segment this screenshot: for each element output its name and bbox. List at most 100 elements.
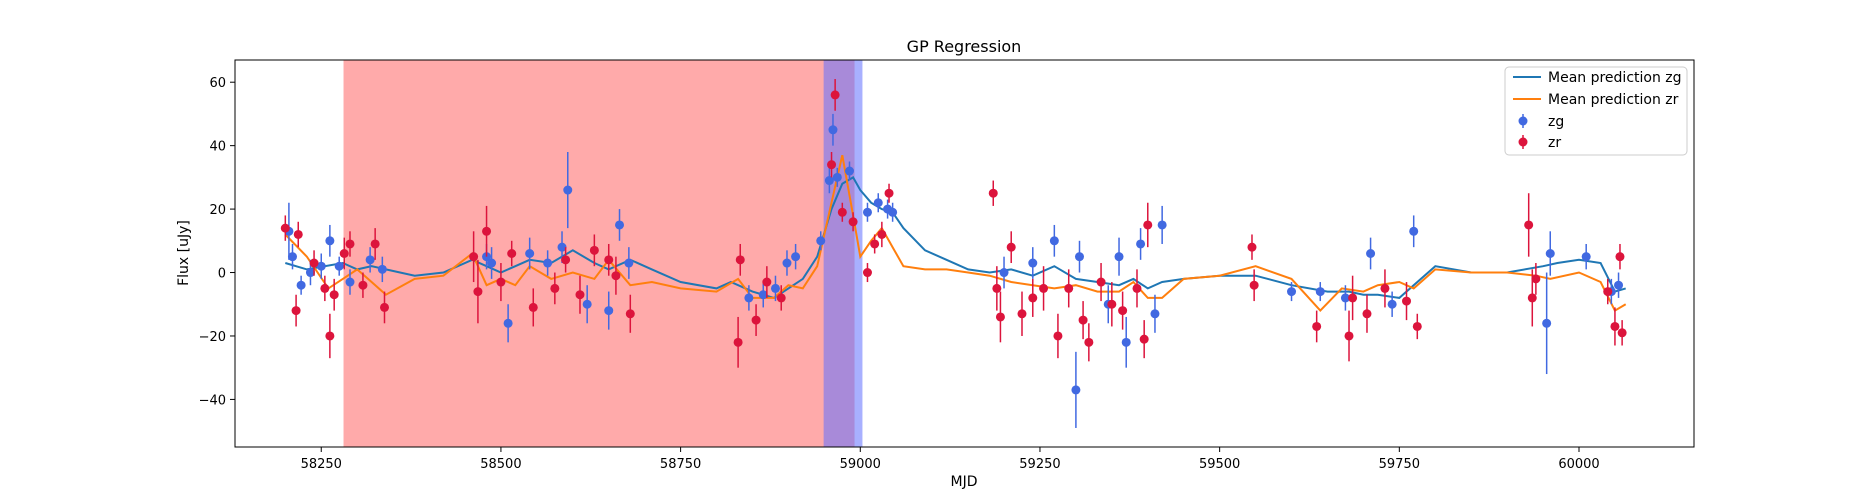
zr-point-15 [496, 277, 506, 287]
zr-point-62 [1402, 296, 1412, 306]
zg-point-49 [1366, 249, 1376, 258]
zg-point-25 [791, 252, 801, 262]
x-tick-label-4: 59250 [1019, 457, 1060, 472]
zr-point-41 [1006, 242, 1016, 252]
zg-point-37 [1049, 236, 1059, 246]
zr-point-21 [589, 245, 599, 255]
zg-point-46 [1287, 287, 1297, 297]
legend-label-zr-line: Mean prediction zr [1548, 92, 1679, 108]
zg-point-19 [615, 220, 625, 230]
zg-point-17 [582, 299, 592, 309]
zg-point-42 [1121, 337, 1131, 347]
zg-point-36 [1028, 258, 1038, 268]
zr-point-34 [862, 268, 872, 278]
zr-point-19 [561, 255, 571, 265]
zr-point-51 [1118, 306, 1128, 316]
shaded-region-1 [823, 60, 863, 447]
zr-point-67 [1603, 287, 1613, 297]
zg-point-51 [1409, 226, 1419, 236]
zg-point-13 [525, 249, 535, 258]
zr-point-54 [1143, 220, 1153, 230]
zg-point-29 [832, 172, 842, 182]
zg-point-23 [770, 283, 780, 293]
x-tick-label-2: 58750 [660, 457, 701, 472]
legend-label-zg-points: zg [1548, 114, 1564, 130]
zr-point-56 [1249, 280, 1259, 290]
zg-point-5 [325, 236, 335, 246]
zr-point-22 [604, 255, 614, 265]
chart-title: GP Regression [907, 37, 1022, 56]
x-tick-label-3: 59000 [840, 457, 881, 472]
zr-point-33 [848, 217, 858, 227]
zg-point-22 [758, 290, 768, 300]
zr-point-46 [1064, 283, 1074, 293]
zg-point-48 [1340, 293, 1350, 303]
legend-label-zg-line: Mean prediction zg [1548, 70, 1682, 86]
y-tick-label-1: −20 [199, 330, 226, 345]
shaded-regions [343, 60, 863, 447]
y-axis-label: Flux [uJy] [176, 220, 192, 286]
zr-point-12 [469, 252, 479, 262]
zg-point-9 [377, 264, 387, 274]
zr-point-55 [1247, 242, 1257, 252]
zg-point-28 [828, 125, 838, 135]
zg-point-1 [287, 252, 297, 262]
zr-point-2 [293, 229, 303, 239]
zr-point-10 [370, 239, 380, 249]
zg-point-39 [1074, 252, 1084, 262]
zr-point-26 [735, 255, 745, 265]
zg-point-56 [1614, 280, 1624, 290]
zr-point-24 [625, 309, 635, 319]
zr-point-48 [1084, 337, 1094, 347]
zr-point-38 [988, 188, 998, 198]
y-axis-ticks: −40 −20 0 20 40 60 [199, 76, 235, 408]
zg-point-3 [305, 268, 315, 278]
x-axis-label: MJD [951, 474, 978, 490]
zr-point-31 [830, 90, 840, 100]
zg-point-43 [1136, 239, 1146, 249]
zg-point-53 [1545, 249, 1555, 258]
x-tick-label-5: 59500 [1199, 457, 1240, 472]
zr-point-6 [329, 290, 339, 300]
zg-point-18 [604, 306, 614, 316]
zr-point-9 [358, 280, 368, 290]
zg-point-24 [782, 258, 792, 268]
zr-point-61 [1380, 283, 1390, 293]
legend-box [1504, 66, 1688, 156]
zr-point-27 [751, 315, 761, 325]
zr-point-4 [320, 283, 330, 293]
zg-point-34 [888, 207, 898, 217]
zg-point-47 [1315, 287, 1325, 297]
zg-point-2 [296, 280, 306, 290]
zr-point-0 [280, 223, 290, 233]
zg-point-21 [744, 293, 754, 303]
zr-point-28 [762, 277, 772, 287]
zr-point-53 [1139, 334, 1149, 344]
zr-point-52 [1132, 283, 1142, 293]
zg-point-54 [1581, 252, 1591, 262]
zg-point-16 [563, 185, 573, 195]
zg-point-4 [316, 261, 326, 271]
zg-point-15 [557, 242, 567, 252]
x-tick-label-1: 58500 [480, 457, 521, 472]
x-axis-ticks: 58250 58500 58750 59000 59250 59500 59750 60000 [301, 447, 1600, 472]
zr-point-1 [291, 306, 301, 316]
zg-point-38 [1071, 385, 1081, 395]
y-tick-label-2: 0 [218, 267, 226, 282]
zr-point-5 [325, 331, 335, 341]
zr-point-49 [1096, 277, 1106, 287]
zr-point-20 [575, 290, 585, 300]
zr-point-65 [1527, 293, 1537, 303]
zr-point-17 [528, 302, 538, 312]
zr-point-68 [1610, 321, 1620, 331]
y-tick-label-0: −40 [199, 393, 226, 408]
zr-point-59 [1348, 293, 1358, 303]
zr-point-35 [870, 239, 880, 249]
zr-point-45 [1053, 331, 1063, 341]
y-tick-label-5: 60 [209, 76, 226, 91]
zg-point-6 [334, 261, 344, 271]
zg-point-41 [1114, 252, 1124, 262]
zg-point-26 [816, 236, 826, 246]
legend-swatch-zr-points [1518, 137, 1528, 147]
